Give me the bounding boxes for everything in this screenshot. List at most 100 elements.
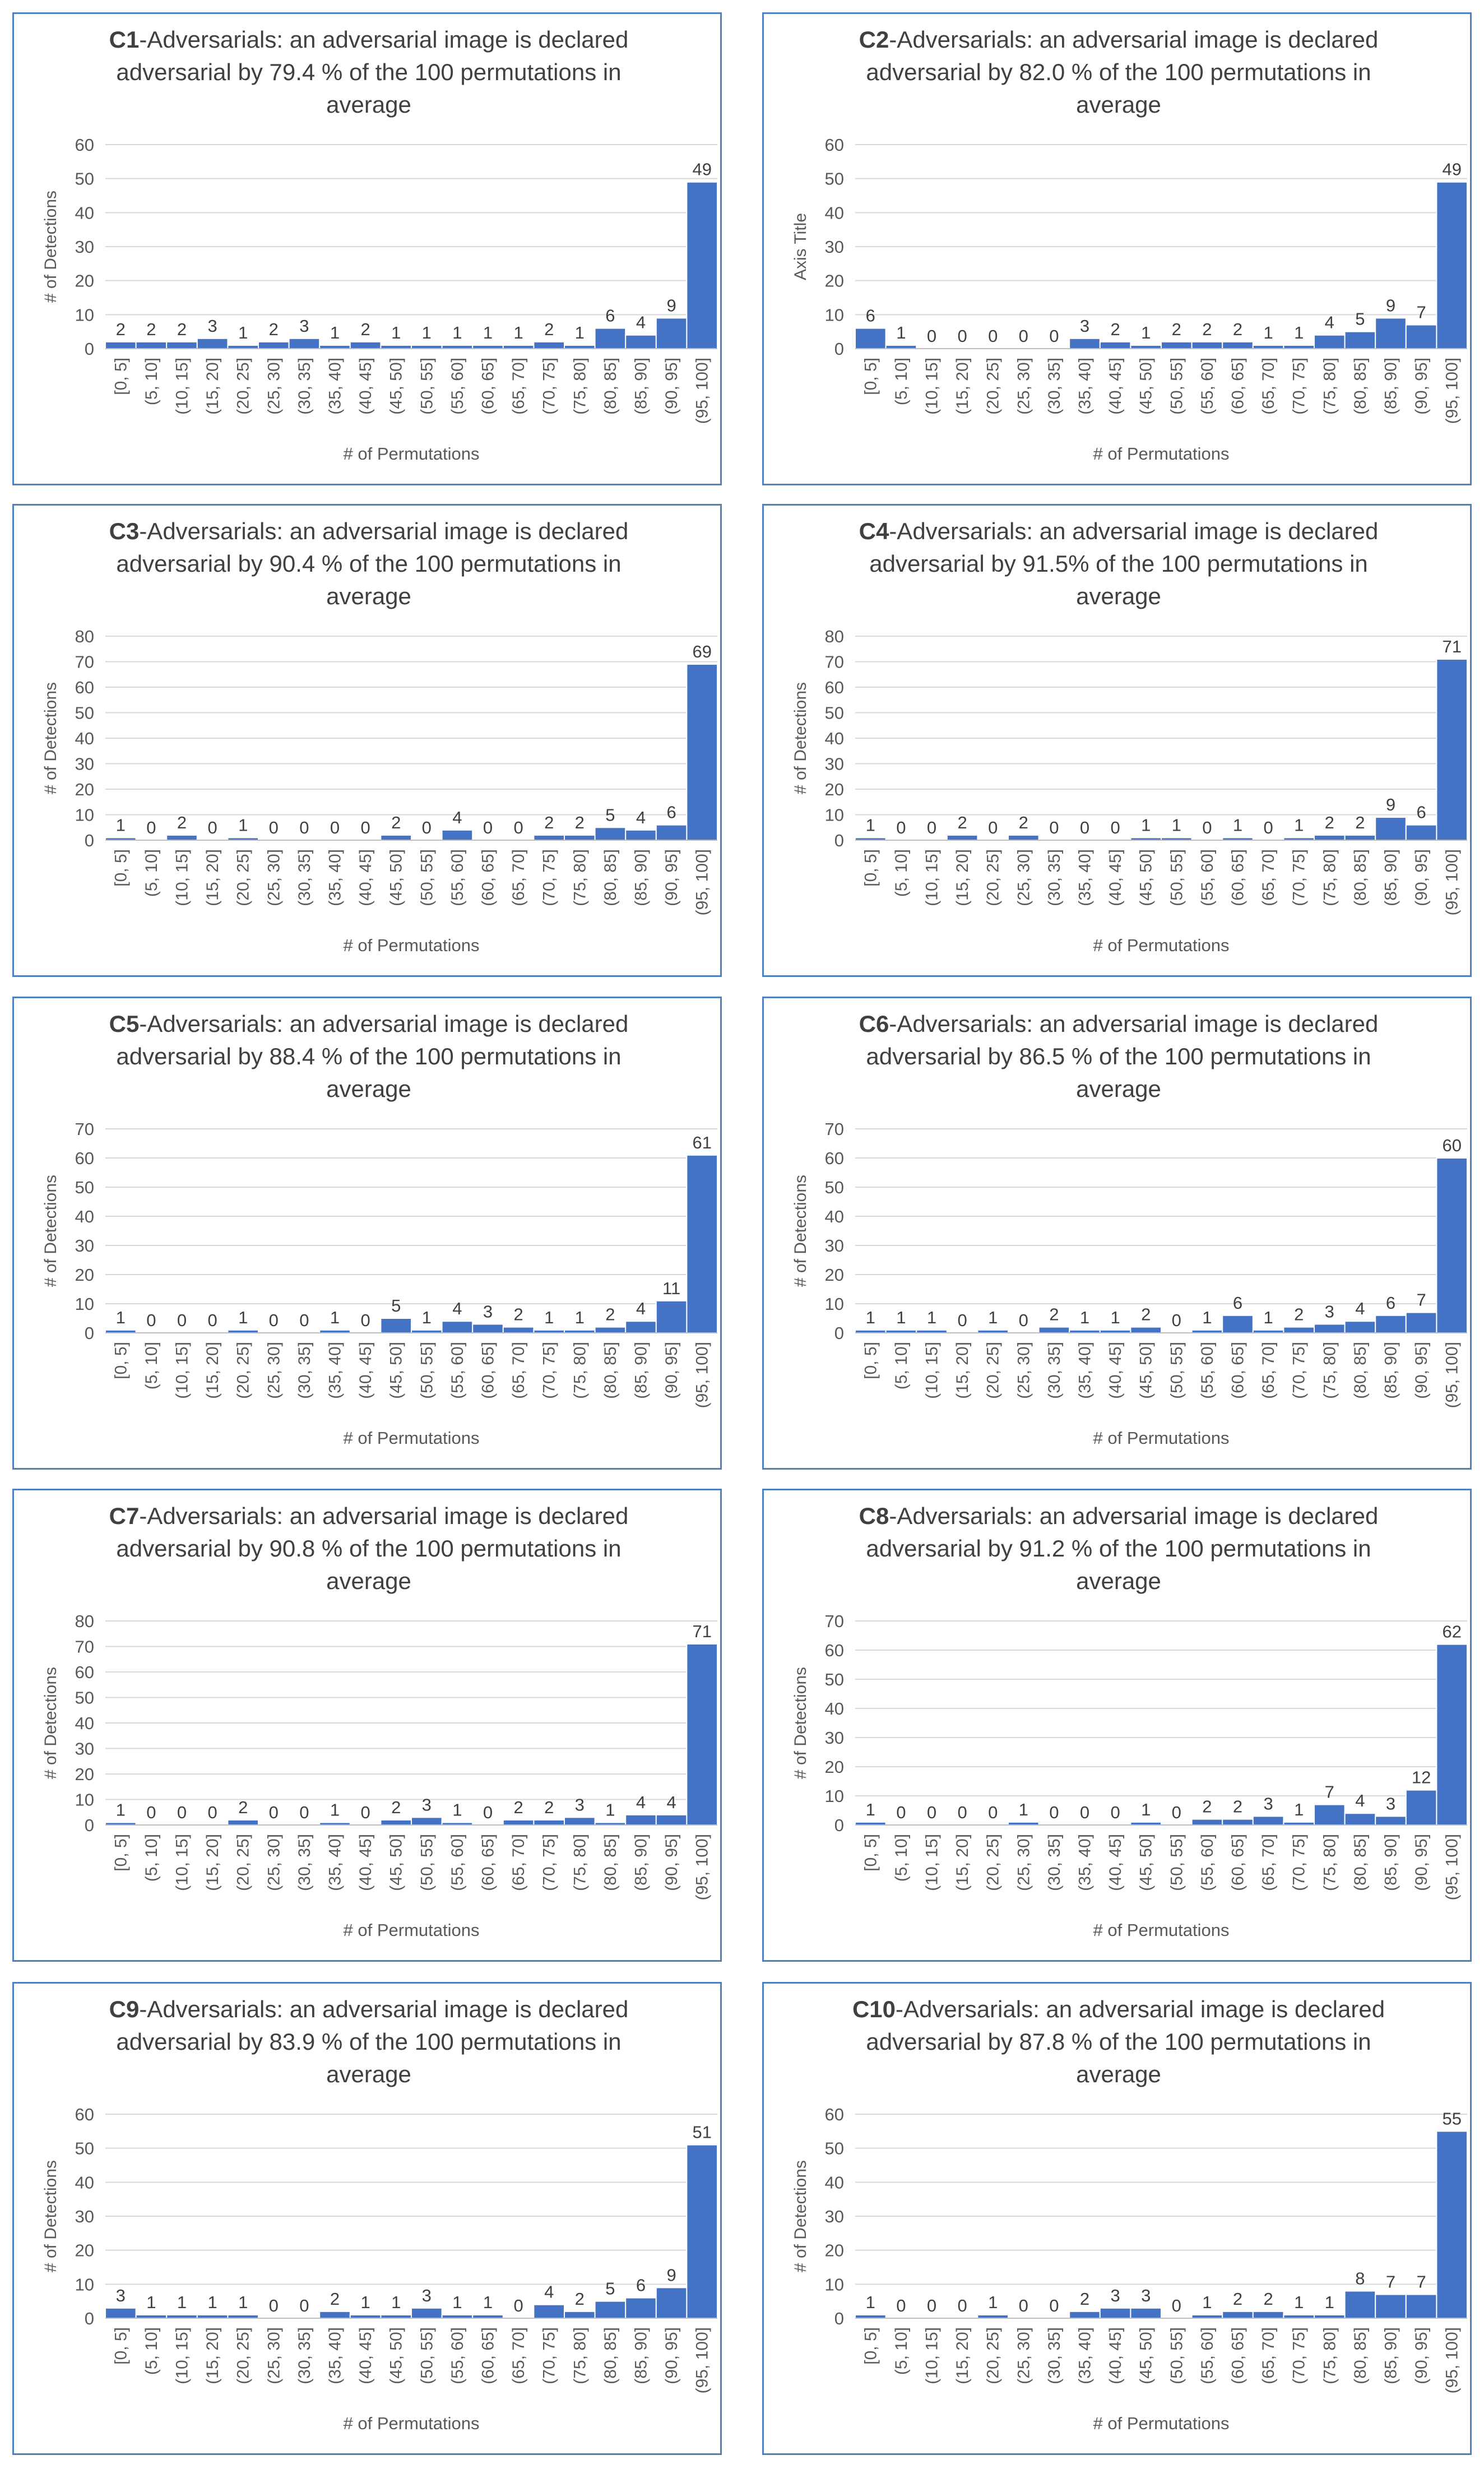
- data-label: 0: [207, 1310, 217, 1330]
- y-tick-label: 40: [75, 1713, 94, 1733]
- y-tick-label: 20: [825, 1265, 844, 1285]
- y-axis-label: # of Detections: [41, 2160, 60, 2272]
- data-label: 1: [896, 1308, 906, 1327]
- y-tick-label: 0: [85, 1815, 94, 1835]
- data-label: 1: [207, 2292, 217, 2312]
- y-tick-label: 40: [825, 729, 844, 748]
- data-label: 0: [1172, 2296, 1181, 2315]
- x-tick-label: (85, 90]: [632, 1834, 651, 1891]
- x-tick-label: (20, 25]: [984, 1834, 1003, 1891]
- x-tick-label: (35, 40]: [1076, 1342, 1095, 1399]
- data-label: 2: [544, 813, 554, 832]
- data-label: 0: [299, 2296, 309, 2315]
- data-label: 3: [207, 316, 217, 336]
- x-tick-label: (10, 15]: [923, 1342, 942, 1399]
- data-label: 0: [360, 1310, 370, 1330]
- data-label: 0: [177, 1310, 187, 1330]
- data-label: 1: [866, 1800, 875, 1819]
- data-label: 8: [1355, 2268, 1365, 2288]
- data-label: 0: [927, 1803, 936, 1822]
- bar-c2-0: [855, 327, 887, 349]
- bar-c4-16: [1344, 834, 1376, 841]
- data-label: 7: [1416, 303, 1426, 322]
- x-tick-label: (25, 30]: [1014, 2327, 1033, 2384]
- y-tick-label: 10: [75, 805, 94, 825]
- y-tick-label: 50: [825, 169, 844, 189]
- x-tick-label: (5, 10]: [892, 1342, 911, 1389]
- bar-c9-14: [533, 2304, 565, 2319]
- x-tick-label: (5, 10]: [142, 1342, 161, 1389]
- x-tick-label: (90, 95]: [662, 1834, 681, 1891]
- x-tick-label: (50, 55]: [1167, 1342, 1186, 1399]
- x-tick-label: (5, 10]: [142, 2327, 161, 2375]
- bar-c6-14: [1283, 1326, 1315, 1333]
- y-tick-label: 60: [75, 1148, 94, 1168]
- x-tick-label: (60, 65]: [1229, 1342, 1248, 1399]
- data-label: 2: [1233, 2289, 1242, 2309]
- data-label: 1: [544, 1308, 554, 1327]
- chart-title-id: C2: [859, 26, 889, 53]
- y-tick-label: 20: [75, 1764, 94, 1784]
- bar-c6-16: [1344, 1321, 1376, 1334]
- bar-c7-4: [227, 1819, 259, 1826]
- y-tick-label: 40: [825, 2172, 844, 2192]
- chart-panel-c7: C7-Adversarials: an adversarial image is…: [12, 1489, 722, 1962]
- data-label: 1: [1202, 1308, 1212, 1327]
- y-tick-label: 10: [825, 2275, 844, 2294]
- x-tick-label: (30, 35]: [295, 358, 314, 415]
- data-label: 7: [1386, 2272, 1395, 2292]
- data-label: 1: [330, 1308, 340, 1327]
- data-label: 1: [1294, 323, 1304, 342]
- data-label: 0: [1049, 1803, 1059, 1822]
- data-label: 71: [1442, 637, 1461, 656]
- bar-c4-5: [1008, 834, 1040, 841]
- y-tick-label: 40: [75, 2172, 94, 2192]
- data-label: 4: [452, 1299, 462, 1318]
- data-label: 4: [636, 1299, 646, 1318]
- y-axis-label: # of Detections: [41, 191, 60, 303]
- x-tick-label: (15, 20]: [953, 2327, 972, 2384]
- x-tick-label: (75, 80]: [1320, 1342, 1339, 1399]
- x-tick-label: (20, 25]: [234, 849, 253, 906]
- y-tick-label: 60: [825, 135, 844, 155]
- chart-panel-c2: C2-Adversarials: an adversarial image is…: [762, 12, 1472, 485]
- x-tick-label: (85, 90]: [1382, 2327, 1400, 2384]
- y-tick-label: 0: [834, 1323, 844, 1343]
- data-label: 1: [483, 2292, 493, 2312]
- x-tick-label: (60, 65]: [479, 849, 498, 906]
- bar-c7-19: [686, 1643, 718, 1826]
- x-axis-label: # of Permutations: [1093, 1920, 1230, 1940]
- data-label: 1: [927, 1308, 936, 1327]
- x-tick-label: (10, 15]: [173, 1342, 192, 1399]
- x-tick-label: (20, 25]: [234, 358, 253, 415]
- chart-title-id: C9: [109, 1996, 140, 2022]
- x-tick-label: (40, 45]: [1106, 1342, 1125, 1399]
- y-axis-label: # of Detections: [41, 1667, 60, 1779]
- bar-c9-16: [594, 2300, 627, 2319]
- x-tick-label: [0, 5]: [112, 358, 130, 395]
- data-label: 0: [927, 818, 936, 837]
- bar-c2-11: [1191, 341, 1223, 349]
- x-tick-label: (95, 100]: [693, 849, 712, 915]
- x-tick-label: (95, 100]: [1443, 1342, 1462, 1408]
- bar-c3-11: [441, 829, 474, 841]
- data-label: 6: [636, 2276, 646, 2295]
- y-axis-label: # of Detections: [41, 682, 60, 794]
- x-tick-label: (85, 90]: [1382, 849, 1400, 906]
- bar-c2-10: [1161, 341, 1193, 349]
- x-tick-label: [0, 5]: [861, 1342, 880, 1379]
- data-label: 4: [1325, 313, 1334, 332]
- data-label: 7: [1416, 2272, 1426, 2292]
- y-tick-label: 30: [75, 1739, 94, 1759]
- x-tick-label: (10, 15]: [173, 358, 192, 415]
- x-tick-label: (20, 25]: [234, 1834, 253, 1891]
- x-axis-label: # of Permutations: [344, 1428, 480, 1448]
- x-tick-label: (45, 50]: [1137, 849, 1156, 906]
- bar-c8-16: [1344, 1813, 1376, 1826]
- bar-c7-18: [655, 1814, 688, 1826]
- chart-panel-c10: C10-Adversarials: an adversarial image i…: [762, 1982, 1472, 2455]
- data-label: 0: [269, 818, 279, 837]
- y-tick-label: 30: [75, 237, 94, 257]
- y-tick-label: 40: [825, 203, 844, 223]
- x-tick-label: (30, 35]: [1045, 358, 1064, 415]
